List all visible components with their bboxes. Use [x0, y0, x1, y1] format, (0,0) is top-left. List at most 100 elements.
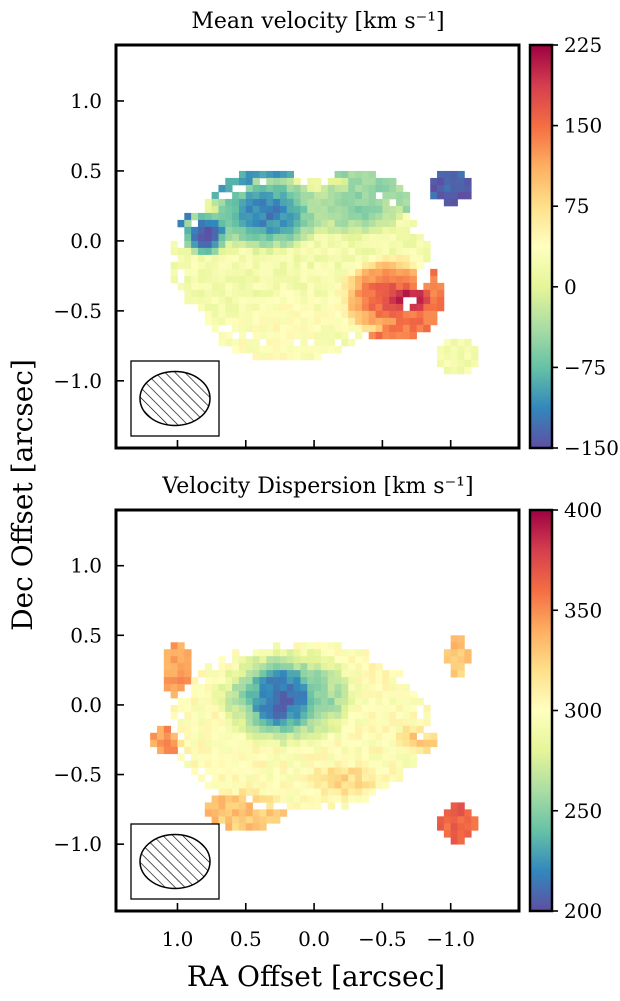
- heatmap-cell: [204, 219, 213, 228]
- heatmap-cell: [225, 331, 233, 340]
- heatmap-cell: [238, 275, 247, 284]
- heatmap-cell: [245, 732, 254, 741]
- heatmap-cell: [450, 816, 458, 824]
- heatmap-cell: [389, 767, 397, 775]
- heatmap-cell: [225, 760, 233, 768]
- heatmap-cell: [197, 268, 206, 277]
- heatmap-cell: [293, 219, 301, 228]
- heatmap-cell: [368, 781, 376, 789]
- heatmap-cell: [170, 739, 178, 748]
- heatmap-cell: [355, 691, 363, 699]
- heatmap-cell: [232, 338, 240, 347]
- heatmap-cell: [245, 289, 254, 298]
- heatmap-cell: [184, 219, 192, 228]
- heatmap-cell: [218, 809, 226, 817]
- heatmap-cell: [266, 268, 274, 277]
- heatmap-cell: [314, 226, 322, 235]
- heatmap-cell: [232, 816, 240, 824]
- heatmap-cell: [375, 289, 383, 298]
- heatmap-cell: [430, 275, 438, 284]
- heatmap-cell: [348, 303, 356, 312]
- heatmap-cell: [341, 254, 349, 263]
- heatmap-cell: [382, 205, 390, 214]
- heatmap-cell: [191, 691, 199, 699]
- heatmap-cell: [355, 697, 363, 706]
- heatmap-cell: [286, 254, 294, 263]
- heatmap-cell: [320, 212, 329, 221]
- heatmap-cell: [218, 331, 226, 340]
- heatmap-cell: [320, 656, 329, 664]
- heatmap-cell: [327, 345, 335, 354]
- heatmap-cell: [245, 296, 254, 305]
- heatmap-cell: [259, 753, 267, 762]
- heatmap-cell: [259, 677, 267, 685]
- heatmap-cell: [293, 247, 301, 256]
- heatmap-cell: [266, 725, 274, 734]
- heatmap-cell: [375, 691, 383, 699]
- x-tick-label: 1.0: [162, 927, 194, 951]
- heatmap-cell: [232, 691, 240, 699]
- heatmap-cell: [382, 324, 390, 333]
- heatmap-cell: [218, 240, 226, 249]
- heatmap-cell: [273, 275, 281, 284]
- heatmap-cell: [341, 732, 349, 741]
- heatmap-cell: [430, 282, 438, 291]
- heatmap-cell: [232, 781, 240, 789]
- heatmap-cell: [197, 240, 206, 249]
- heatmap-cell: [266, 275, 274, 284]
- heatmap-cell: [252, 212, 260, 221]
- heatmap-cell: [273, 704, 281, 713]
- heatmap-cell: [416, 697, 424, 706]
- heatmap-cell: [225, 198, 233, 207]
- heatmap-cell: [170, 677, 178, 685]
- heatmap-cell: [266, 802, 274, 810]
- heatmap-cell: [225, 697, 233, 706]
- heatmap-cell: [266, 177, 274, 186]
- heatmap-cell: [375, 732, 383, 741]
- heatmap-cell: [300, 732, 308, 741]
- heatmap-cell: [361, 684, 370, 692]
- heatmap-cell: [334, 324, 342, 333]
- heatmap-cell: [293, 352, 301, 361]
- heatmap-cell: [300, 663, 308, 671]
- heatmap-cell: [197, 760, 206, 768]
- heatmap-cell: [238, 788, 247, 796]
- heatmap-cell: [211, 816, 219, 824]
- heatmap-cell: [252, 774, 260, 782]
- heatmap-cell: [396, 303, 404, 312]
- heatmap-cell: [245, 338, 254, 347]
- heatmap-cell: [314, 282, 322, 291]
- heatmap-cell: [334, 753, 342, 762]
- heatmap-cell: [273, 191, 281, 200]
- heatmap-cell: [416, 240, 424, 249]
- heatmap-cell: [348, 788, 356, 796]
- heatmap-cell: [457, 642, 465, 650]
- heatmap-cell: [396, 254, 404, 263]
- heatmap-cell: [225, 795, 233, 803]
- heatmap-cell: [184, 677, 192, 685]
- heatmap-cell: [361, 268, 370, 277]
- heatmap-cell: [300, 642, 308, 650]
- heatmap-cell: [368, 732, 376, 741]
- heatmap-cell: [341, 739, 349, 748]
- heatmap-cell: [225, 303, 233, 312]
- heatmap-cell: [341, 697, 349, 706]
- heatmap-cell: [341, 170, 349, 179]
- heatmap-cell: [191, 725, 199, 734]
- heatmap-cell: [334, 289, 342, 298]
- heatmap-cell: [361, 697, 370, 706]
- heatmap-cell: [232, 191, 240, 200]
- heatmap-cell: [368, 205, 376, 214]
- heatmap-cell: [314, 760, 322, 768]
- heatmap-cell: [197, 219, 206, 228]
- heatmap-cell: [457, 359, 465, 368]
- heatmap-cell: [184, 254, 192, 263]
- heatmap-cell: [396, 296, 404, 305]
- heatmap-cell: [273, 177, 281, 186]
- heatmap-cell: [450, 837, 458, 845]
- heatmap-cell: [266, 732, 274, 741]
- heatmap-cell: [197, 774, 206, 782]
- heatmap-cell: [197, 289, 206, 298]
- heatmap-cell: [156, 739, 165, 748]
